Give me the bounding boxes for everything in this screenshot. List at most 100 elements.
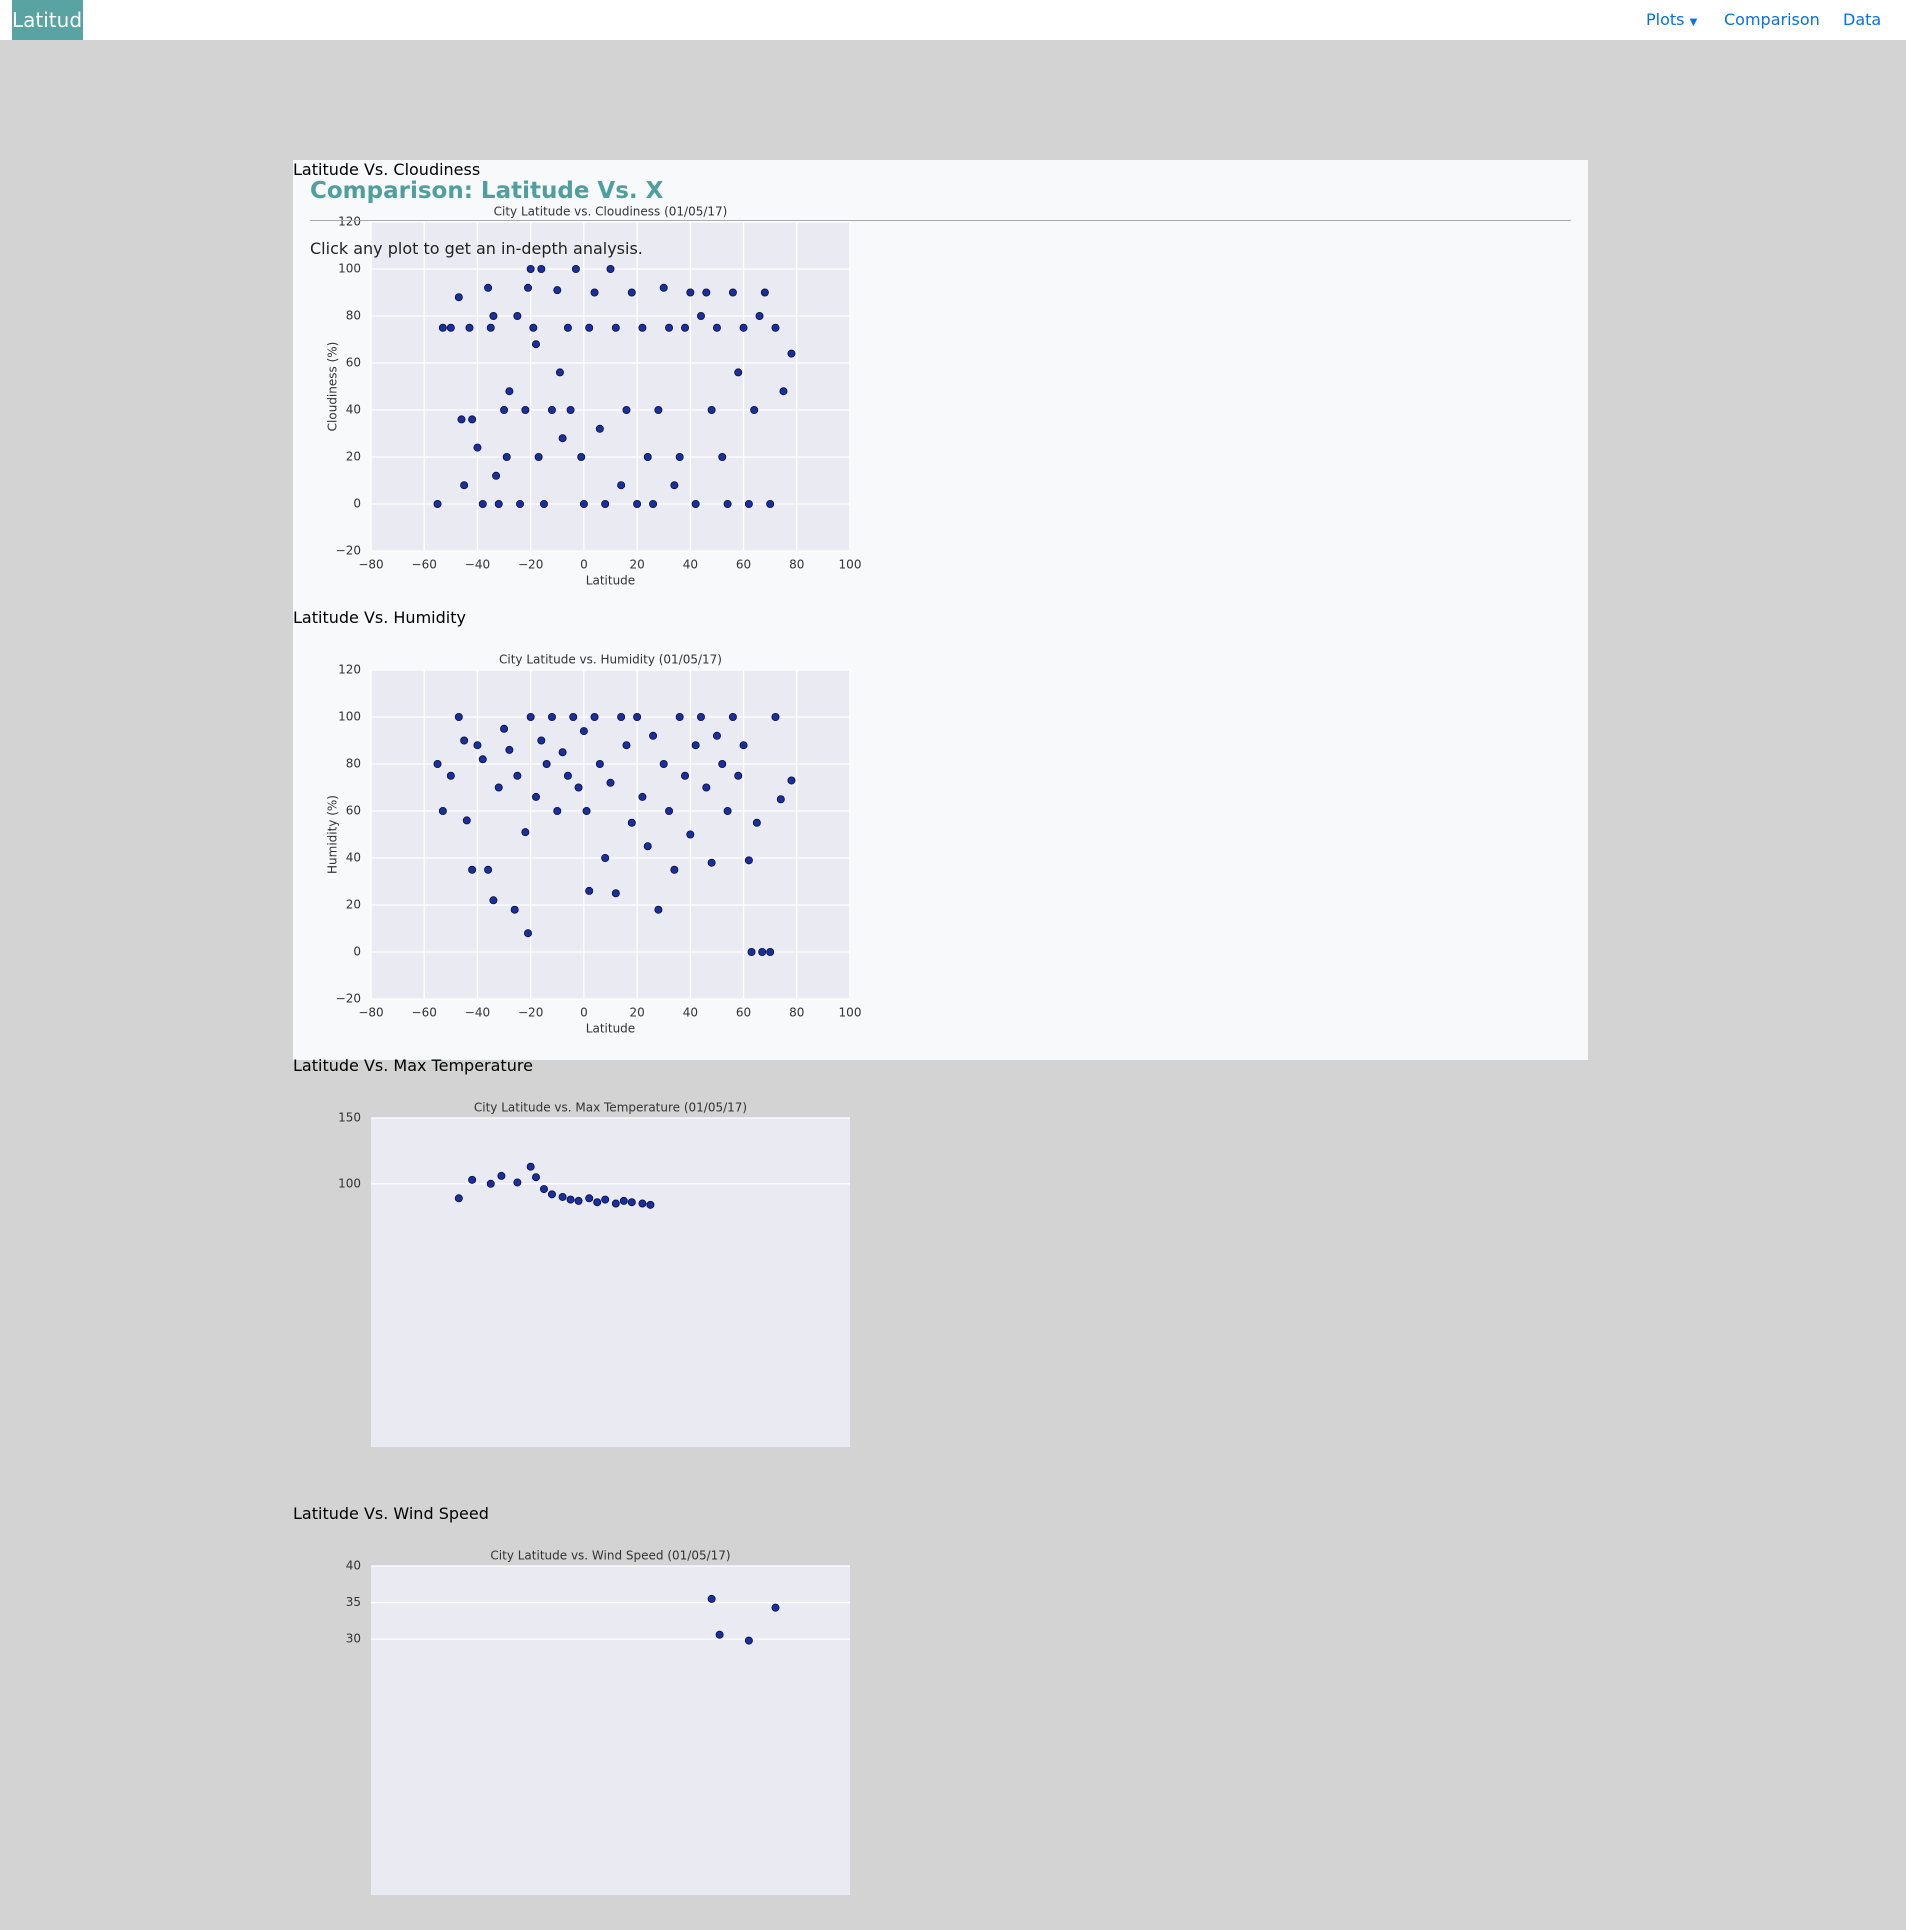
point [707, 405, 716, 414]
point [681, 771, 690, 780]
point [566, 405, 575, 414]
point [659, 759, 668, 768]
plot-box[interactable]: City Latitude vs. Wind Speed (01/05/17) 4… [293, 1523, 1588, 1930]
point [787, 349, 796, 358]
point [728, 288, 737, 297]
point [654, 905, 663, 914]
x-tick-label: 80 [789, 558, 804, 572]
x-tick-label: 100 [839, 1006, 862, 1020]
point [585, 323, 594, 332]
x-tick-label: −40 [465, 1006, 490, 1020]
point [638, 792, 647, 801]
point [534, 452, 543, 461]
x-axis-label: Latitude [586, 574, 635, 588]
point [524, 929, 533, 938]
point [569, 713, 578, 722]
point [670, 481, 679, 490]
point [776, 795, 785, 804]
x-tick-label: 40 [683, 1006, 698, 1020]
point [771, 713, 780, 722]
point [547, 405, 556, 414]
point [582, 806, 591, 815]
y-axis-label: Humidity (%) [326, 795, 340, 874]
point [744, 856, 753, 865]
y-tick-label: 35 [346, 1595, 361, 1609]
point [734, 368, 743, 377]
scatter-chart: City Latitude vs. Cloudiness (01/05/17) −… [326, 205, 862, 588]
point [521, 405, 530, 414]
point [739, 741, 748, 750]
point [654, 405, 663, 414]
point [454, 713, 463, 722]
point [446, 323, 455, 332]
scatter-chart: City Latitude vs. Wind Speed (01/05/17) 4… [346, 1549, 850, 1895]
point [627, 288, 636, 297]
point [665, 323, 674, 332]
point [744, 499, 753, 508]
point [643, 452, 652, 461]
x-tick-label: −40 [465, 558, 490, 572]
point [617, 713, 626, 722]
nav-comparison[interactable]: Comparison [1724, 10, 1820, 29]
plot-area [371, 1566, 850, 1895]
point [585, 886, 594, 895]
point [494, 783, 503, 792]
point [755, 311, 764, 320]
y-tick-label: 100 [338, 710, 361, 724]
point [728, 713, 737, 722]
point [500, 405, 509, 414]
point [531, 792, 540, 801]
x-tick-label: 40 [683, 558, 698, 572]
x-tick-label: 20 [629, 558, 644, 572]
point [622, 405, 631, 414]
plot-box[interactable]: City Latitude vs. Cloudiness (01/05/17) −… [293, 179, 1588, 608]
point [513, 771, 522, 780]
point [516, 499, 525, 508]
plot-heading: Latitude Vs. Cloudiness [293, 160, 481, 179]
point [766, 947, 775, 956]
plot-box[interactable]: City Latitude vs. Max Temperature (01/05… [293, 1075, 1588, 1504]
point [547, 1190, 556, 1199]
point [787, 776, 796, 785]
x-tick-label: 60 [736, 1006, 751, 1020]
point [579, 727, 588, 736]
point [617, 481, 626, 490]
point [489, 896, 498, 905]
point [454, 1194, 463, 1203]
x-tick-label: −80 [358, 1006, 383, 1020]
point [633, 499, 642, 508]
point [715, 1630, 724, 1639]
point [659, 283, 668, 292]
point [478, 755, 487, 764]
point [649, 731, 658, 740]
y-tick-label: 60 [346, 356, 361, 370]
point [696, 311, 705, 320]
point [558, 1192, 567, 1201]
y-tick-label: 60 [346, 804, 361, 818]
point [707, 858, 716, 867]
nav-plots[interactable]: Plots ▼ [1646, 0, 1697, 43]
point [446, 771, 455, 780]
plot-area [371, 222, 850, 551]
point [539, 1185, 548, 1194]
y-tick-label: 30 [346, 1632, 361, 1646]
point [526, 713, 535, 722]
point [433, 759, 442, 768]
point [758, 947, 767, 956]
plot-box[interactable]: City Latitude vs. Humidity (01/05/17) −20… [293, 627, 1588, 1056]
point [691, 499, 700, 508]
point [627, 1198, 636, 1207]
y-tick-label: 120 [338, 215, 361, 229]
point [574, 1196, 583, 1205]
point [513, 1178, 522, 1187]
brand[interactable]: Latitude [12, 0, 94, 40]
x-tick-label: −20 [518, 1006, 543, 1020]
point [638, 323, 647, 332]
chart-title: City Latitude vs. Wind Speed (01/05/17) [490, 1549, 730, 1563]
point [563, 323, 572, 332]
point [462, 816, 471, 825]
point [712, 731, 721, 740]
nav-data[interactable]: Data [1843, 10, 1882, 29]
point [766, 499, 775, 508]
point [454, 293, 463, 302]
